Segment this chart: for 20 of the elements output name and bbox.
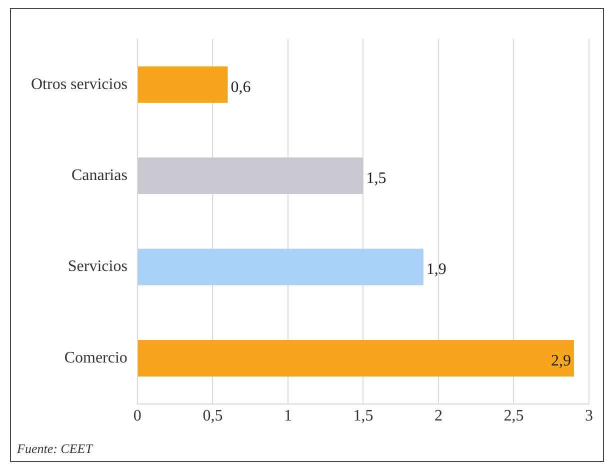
x-tick-label: 2,5 bbox=[504, 408, 524, 425]
bar bbox=[138, 340, 574, 376]
bar bbox=[138, 66, 228, 103]
x-tick-label: 1 bbox=[284, 408, 292, 425]
y-tick-label: Canarias bbox=[71, 167, 128, 184]
data-label: 2,9 bbox=[550, 352, 571, 370]
bar bbox=[138, 158, 364, 194]
x-tick-label: 3 bbox=[585, 408, 593, 425]
x-tick-label: 0 bbox=[133, 408, 142, 425]
data-label: 1,5 bbox=[366, 170, 386, 188]
data-label: 1,9 bbox=[426, 261, 446, 278]
x-tick-label: 0,5 bbox=[202, 408, 223, 425]
y-tick-label: Servicios bbox=[68, 258, 128, 276]
source-note: Fuente: CEET bbox=[17, 441, 92, 457]
y-tick-label: Otros servicios bbox=[30, 76, 128, 93]
x-tick-label: 1,5 bbox=[353, 408, 374, 425]
y-tick-label: Comercio bbox=[64, 349, 128, 366]
x-tick-label: 2 bbox=[434, 408, 442, 425]
data-label: 0,6 bbox=[230, 78, 251, 96]
bar bbox=[138, 248, 424, 286]
